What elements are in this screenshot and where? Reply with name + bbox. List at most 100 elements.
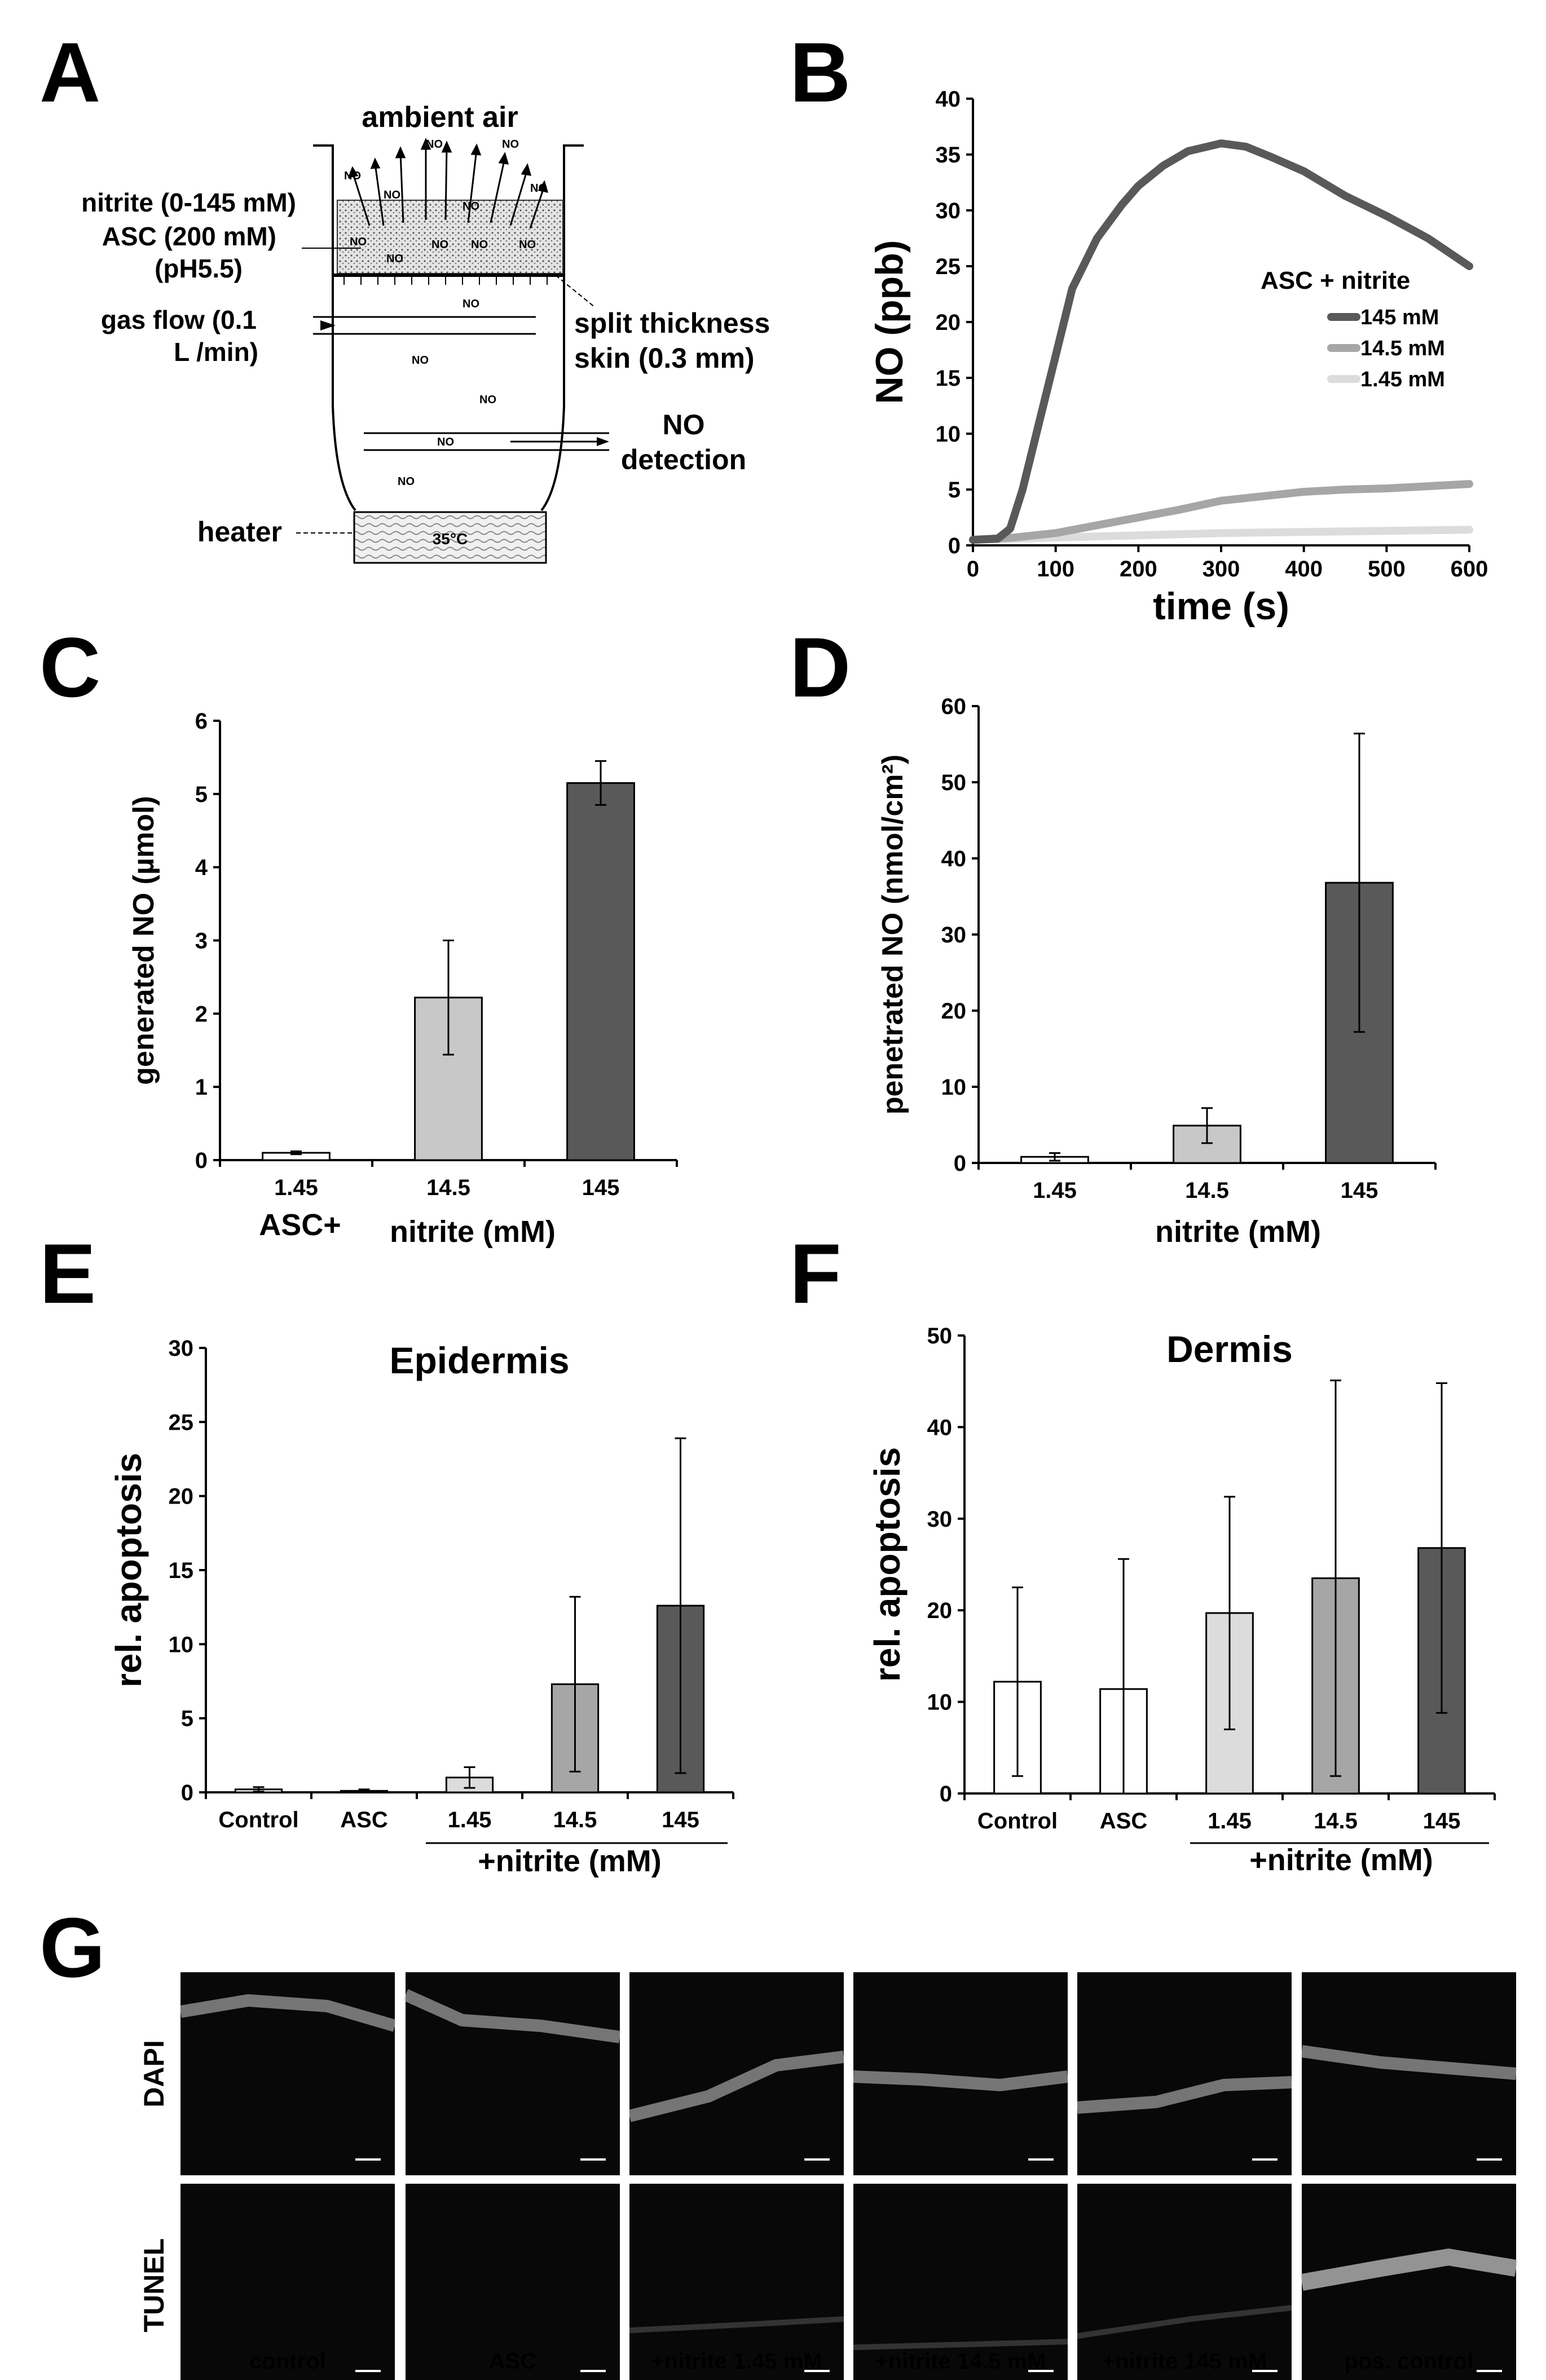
- x-axis-title: time (s): [1153, 585, 1289, 628]
- y-tick-label: 40: [936, 87, 961, 112]
- tissue-band: [1077, 2076, 1292, 2114]
- y-tick-label: 30: [936, 199, 961, 223]
- x-axis-title: nitrite (mM): [1155, 1215, 1321, 1249]
- x-axis-title: +nitrite (mM): [1249, 1843, 1433, 1877]
- detection-arrowhead: [597, 437, 609, 446]
- x-tick-label: 200: [1120, 557, 1157, 581]
- escape-arrows: [347, 138, 549, 229]
- y-axis-title: NO (ppb): [868, 240, 911, 404]
- panel-letter-g: G: [39, 1900, 105, 1995]
- category-label: 14.5: [1185, 1178, 1229, 1203]
- tissue-band: [1300, 2249, 1518, 2291]
- no-marker: NO: [426, 138, 443, 151]
- category-label: 14.5: [1314, 1809, 1358, 1834]
- tissue-band: [179, 1994, 397, 2032]
- no-marker: NO: [386, 253, 403, 265]
- panel-a-diagram: ambient air: [81, 101, 770, 564]
- category-label: 1.45: [274, 1175, 318, 1200]
- panel-g-microscopy: control ASC +nitrite 1.45 mM +nitrite 14.5 …: [138, 1972, 1518, 2380]
- category-label: 1.45: [1208, 1809, 1252, 1834]
- y-tick-label: 20: [941, 999, 967, 1024]
- y-tick-label: 15: [169, 1558, 194, 1583]
- panel-c-bar-chart: 0 1 2 3 4 5 6 1.45 14.5 145 nitrite (mM) ASC+ genera…: [127, 709, 678, 1249]
- no-marker: NO: [502, 138, 519, 151]
- legend-title: ASC + nitrite: [1261, 267, 1410, 294]
- no-marker: NO: [350, 236, 367, 248]
- micrograph-tile: [1077, 2184, 1292, 2380]
- x-axis-prefix: ASC+: [259, 1208, 341, 1242]
- legend-label: 14.5 mM: [1360, 337, 1445, 360]
- split-skin-label: skin (0.3 mm): [574, 342, 755, 374]
- category-label: ASC: [1100, 1809, 1147, 1834]
- solution-layer: [337, 200, 563, 274]
- no-detection-label: NO: [663, 409, 705, 440]
- x-tick-label: 500: [1368, 557, 1406, 581]
- chart-title: Dermis: [1166, 1328, 1293, 1370]
- panel-letter-a: A: [39, 25, 100, 120]
- panel-f-bar-chart: 0 10 20 30 40 50 Control ASC 1.45 14.5 145 Dermis +n…: [867, 1324, 1496, 1877]
- y-tick-label: 10: [941, 1075, 967, 1100]
- category-label: Control: [977, 1809, 1058, 1834]
- category-label: 1.45: [448, 1808, 492, 1832]
- y-tick-label: 50: [927, 1324, 953, 1348]
- row-label-tunel: TUNEL: [138, 2238, 170, 2333]
- y-tick-label: 1: [195, 1075, 208, 1100]
- category-label: 145: [1341, 1178, 1378, 1203]
- y-tick-label: 30: [169, 1336, 194, 1361]
- panel-e-bar-chart: 0 5 10 15 20 25 30 Control ASC 1.45 14.5 145 Epiderm…: [108, 1336, 734, 1878]
- y-tick-label: 3: [195, 929, 208, 954]
- series-line-145-mm: [969, 139, 1473, 544]
- no-marker: NO: [530, 182, 547, 195]
- no-markers: NO NO NO NO NO NO NO NO NO NO NO NO NO N…: [344, 138, 547, 488]
- y-tick-label: 25: [169, 1410, 194, 1435]
- x-axis-title: nitrite (mM): [390, 1215, 556, 1249]
- no-marker: NO: [463, 200, 479, 213]
- y-tick-label: 30: [941, 923, 967, 947]
- x-tick-label: 400: [1285, 557, 1323, 581]
- y-tick-label: 10: [927, 1690, 953, 1715]
- bar: [566, 782, 635, 1161]
- x-tick-label: 600: [1451, 557, 1488, 581]
- y-tick-label: 0: [954, 1151, 966, 1176]
- y-tick-label: 25: [936, 254, 961, 279]
- y-tick-label: 0: [948, 534, 961, 558]
- gas-flow-label: L /min): [174, 337, 258, 367]
- y-tick-label: 5: [195, 782, 208, 807]
- y-tick-label: 15: [936, 366, 961, 391]
- chamber-outline: [313, 144, 584, 512]
- y-tick-label: 0: [195, 1148, 208, 1173]
- series-line-1.45-mm: [969, 526, 1473, 544]
- column-label: ASC: [489, 2349, 536, 2374]
- micrograph-tile: [406, 2184, 620, 2380]
- panel-letter-f: F: [790, 1226, 842, 1321]
- y-tick-label: 20: [169, 1484, 194, 1509]
- tissue-band: [403, 1989, 621, 2043]
- asc-label: ASC (200 mM): [102, 222, 276, 251]
- category-label: ASC: [340, 1808, 387, 1832]
- y-axis-title: penetrated NO (nmol/cm²): [876, 755, 909, 1115]
- category-label: Control: [218, 1808, 298, 1832]
- ph-label: (pH5.5): [155, 254, 243, 283]
- legend-label: 145 mM: [1360, 306, 1439, 329]
- category-label: 145: [1423, 1809, 1461, 1834]
- y-tick-label: 50: [941, 770, 967, 795]
- legend-label: 1.45 mM: [1360, 368, 1445, 391]
- y-axis-title: rel. apoptosis: [867, 1447, 908, 1682]
- column-label: pos. control: [1345, 2349, 1474, 2374]
- category-label: 1.45: [1033, 1178, 1077, 1203]
- no-marker: NO: [463, 298, 479, 310]
- y-tick-label: 20: [927, 1598, 953, 1623]
- no-marker: NO: [431, 239, 448, 251]
- no-detection-label: detection: [621, 444, 746, 475]
- no-marker: NO: [384, 189, 400, 201]
- ambient-air-label: ambient air: [362, 101, 518, 134]
- no-marker: NO: [344, 170, 361, 182]
- gas-flow-label: gas flow (0.1: [101, 305, 257, 334]
- y-tick-label: 30: [927, 1507, 953, 1532]
- heater-temperature: 35°C: [433, 530, 468, 548]
- micrograph-tile: [629, 1972, 844, 2175]
- y-tick-label: 35: [936, 143, 961, 168]
- panel-d-bar-chart: 0 10 20 30 40 50 60 1.45 14.5 145 nitrite (mM) pene…: [876, 694, 1437, 1249]
- y-tick-label: 5: [948, 478, 961, 503]
